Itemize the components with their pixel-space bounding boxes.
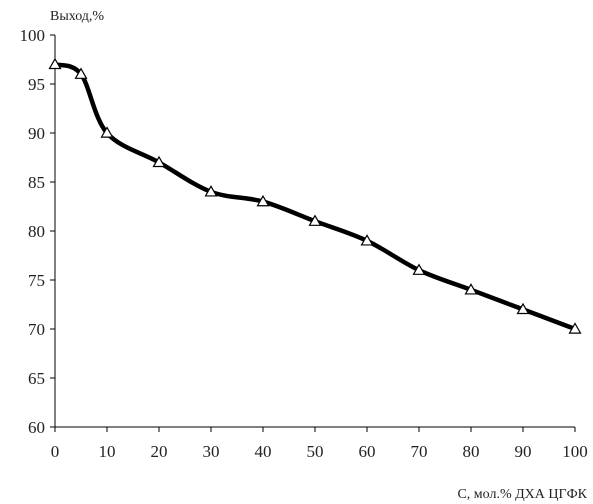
x-tick-label: 30 [203, 442, 220, 461]
data-point-marker [412, 263, 426, 275]
data-point-marker [360, 234, 374, 246]
x-axis-label: С, мол.% ДХА ЦГФК [457, 487, 587, 502]
x-tick-label: 50 [307, 442, 324, 461]
data-point-marker [152, 155, 166, 168]
y-tick-label: 85 [28, 173, 45, 192]
x-tick-label: 10 [99, 442, 116, 461]
x-tick-label: 70 [411, 442, 428, 461]
x-tick-label: 60 [359, 442, 376, 461]
y-ticks: 60 65 70 75 80 85 90 95 100 [20, 26, 55, 437]
data-point-marker [464, 283, 478, 295]
x-tick-label: 0 [51, 442, 60, 461]
data-point-marker [568, 322, 582, 334]
y-axis-label: Выход,% [50, 9, 104, 24]
y-tick-label: 90 [28, 124, 45, 143]
series-line [52, 62, 578, 332]
data-point-marker [308, 214, 322, 226]
y-tick-label: 60 [28, 418, 45, 437]
x-tick-label: 90 [515, 442, 532, 461]
axes [54, 35, 575, 428]
data-point-marker [204, 185, 218, 197]
x-ticks: 0 10 20 30 40 50 60 70 80 90 100 [51, 427, 588, 461]
x-tick-label: 20 [151, 442, 168, 461]
y-tick-label: 70 [28, 320, 45, 339]
y-tick-label: 100 [20, 26, 46, 45]
x-tick-label: 100 [562, 442, 588, 461]
data-point-marker [48, 57, 62, 70]
data-markers [48, 57, 582, 334]
data-point-marker [256, 194, 270, 207]
x-tick-label: 40 [255, 442, 272, 461]
y-tick-label: 95 [28, 75, 45, 94]
y-tick-label: 75 [28, 271, 45, 290]
data-point-marker [516, 302, 530, 315]
data-point-marker [74, 67, 88, 79]
x-tick-label: 80 [463, 442, 480, 461]
y-tick-label: 65 [28, 369, 45, 388]
y-tick-label: 80 [28, 222, 45, 241]
data-point-marker [100, 126, 114, 138]
